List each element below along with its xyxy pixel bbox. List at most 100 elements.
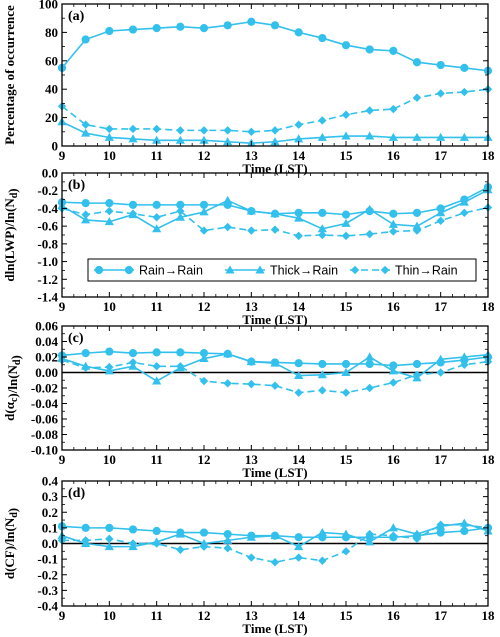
x-tick-label: 17	[434, 608, 448, 623]
data-point	[365, 204, 375, 213]
data-point	[388, 219, 398, 228]
data-point	[318, 208, 327, 217]
y-tick-label: 100	[39, 0, 59, 12]
data-point	[176, 362, 185, 371]
data-point	[223, 222, 232, 232]
data-point	[81, 536, 90, 545]
y-tick-label: -0.8	[37, 236, 58, 251]
data-point	[341, 367, 351, 376]
x-tick-label: 16	[387, 299, 401, 314]
y-axis-label: d(CF)/ln(Nd)	[2, 508, 20, 579]
x-tick-label: 12	[198, 148, 211, 163]
x-tick-label: 14	[292, 148, 306, 163]
data-point	[341, 231, 351, 241]
x-tick-label: 13	[245, 148, 259, 163]
x-tick-label: 11	[151, 608, 163, 623]
data-point	[318, 556, 327, 565]
data-point	[152, 24, 161, 33]
data-point	[152, 526, 161, 536]
data-point	[105, 206, 114, 216]
data-point	[388, 366, 398, 375]
y-tick-label: 0.4	[42, 474, 59, 489]
data-point	[270, 21, 280, 30]
y-tick-label: -0.1	[37, 552, 58, 567]
data-point	[317, 224, 327, 233]
data-point	[176, 126, 185, 135]
data-point	[128, 124, 138, 134]
data-point	[247, 379, 256, 389]
x-tick-label: 10	[103, 299, 116, 314]
series-line	[61, 88, 489, 133]
x-tick-label: 15	[340, 148, 354, 163]
data-point	[294, 359, 303, 368]
data-point	[81, 349, 90, 358]
data-point	[175, 135, 185, 144]
legend-marker	[380, 265, 390, 275]
panel-a: 9 10 11 12 13 14 15 16 17 18 0 20 40 60 80 100 Time (LST…	[2, 0, 495, 176]
y-tick-label: -1.4	[37, 290, 58, 305]
x-tick-label: 17	[434, 452, 448, 467]
data-point	[152, 213, 161, 222]
x-tick-label: 13	[245, 299, 259, 314]
data-point	[270, 126, 280, 135]
y-tick-label: 20	[45, 110, 58, 125]
y-tick-label: -0.4	[37, 201, 58, 216]
x-axis-label: Time (LST)	[242, 621, 307, 636]
data-point	[436, 208, 446, 217]
data-point	[152, 539, 161, 548]
data-point	[246, 532, 256, 541]
x-tick-label: 11	[151, 452, 163, 467]
panel-label: (d)	[68, 486, 85, 501]
y-tick-label: 0.1	[42, 520, 58, 535]
data-point	[223, 126, 232, 135]
data-point	[412, 221, 422, 230]
data-point	[459, 132, 469, 141]
y-tick-label: -0.08	[31, 427, 59, 442]
data-point	[175, 529, 185, 538]
legend-label: Thick→Rain	[270, 264, 338, 278]
series-thick-rain	[57, 185, 493, 233]
legend-box	[87, 258, 477, 282]
data-point	[223, 379, 232, 388]
data-point	[81, 199, 90, 208]
data-point	[341, 388, 351, 397]
y-tick-label: -1.0	[37, 254, 58, 269]
x-tick-label: 9	[59, 452, 66, 467]
data-point	[247, 553, 256, 562]
data-point	[436, 89, 445, 98]
data-point	[105, 347, 114, 356]
data-point	[105, 534, 114, 544]
data-point	[128, 134, 138, 143]
data-point	[436, 520, 445, 529]
legend-marker	[94, 265, 104, 275]
y-tick-label: 60	[45, 53, 58, 68]
data-point	[365, 383, 374, 393]
data-point	[317, 132, 327, 141]
data-point	[270, 531, 280, 540]
series-thick-rain	[57, 117, 493, 147]
data-point	[246, 206, 256, 215]
data-point	[341, 41, 351, 50]
data-point	[412, 132, 422, 141]
data-point	[341, 210, 351, 219]
x-tick-label: 14	[292, 608, 306, 623]
data-point	[105, 199, 114, 208]
data-point	[105, 523, 114, 532]
legend: Rain→Rain Thick→Rain Thin→Rain	[87, 258, 477, 282]
panel-d: 9 10 11 12 13 14 15 16 17 18-0.4-0.3-0.2-0.10.00.…	[2, 474, 495, 637]
y-tick-label: 0	[52, 139, 59, 154]
series-rain-rain	[57, 17, 493, 75]
x-axis-label: Time (LST)	[242, 312, 307, 327]
data-point	[412, 370, 422, 380]
data-point	[460, 360, 469, 369]
data-point	[412, 359, 422, 369]
x-tick-label: 18	[482, 452, 496, 467]
data-point	[223, 195, 233, 204]
data-point	[199, 135, 209, 144]
data-point	[294, 120, 303, 129]
data-point	[105, 362, 114, 372]
y-tick-label: -0.10	[31, 443, 58, 458]
data-point	[270, 358, 280, 367]
x-tick-label: 10	[103, 148, 116, 163]
